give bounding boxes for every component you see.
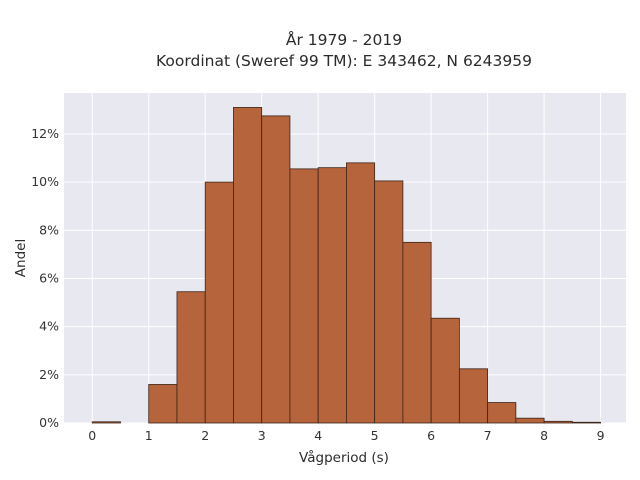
histogram-bar [233, 107, 263, 424]
histogram-bar [176, 291, 206, 424]
histogram-bar [430, 317, 460, 424]
x-tick-label: 6 [427, 428, 435, 443]
x-tick-label: 1 [145, 428, 153, 443]
histogram-bar [571, 421, 601, 424]
x-tick-label: 7 [484, 428, 492, 443]
histogram-bar [543, 420, 573, 424]
histogram-bar [91, 421, 121, 424]
histogram-bar [458, 368, 489, 424]
histogram-bar [374, 180, 404, 424]
x-tick-label: 2 [201, 428, 209, 443]
chart-title: År 1979 - 2019 [286, 30, 402, 49]
histogram-bar [289, 168, 319, 424]
y-tick-label: 6% [39, 270, 59, 285]
histogram-bar [402, 241, 432, 424]
histogram-bar [148, 384, 178, 424]
bars [91, 107, 601, 424]
y-tick-label: 10% [31, 174, 59, 189]
histogram-bar [487, 402, 517, 424]
histogram-bar [204, 181, 234, 424]
x-tick-label: 0 [88, 428, 96, 443]
y-tick-label: 12% [31, 126, 59, 141]
x-axis-label: Vågperiod (s) [299, 449, 389, 466]
histogram-bar [515, 417, 545, 424]
y-axis-ticks: 0% 2% 4% 6% 8% 10% 12% [31, 126, 59, 430]
x-tick-label: 4 [314, 428, 322, 443]
y-axis-label: Andel [13, 239, 29, 277]
chart-subtitle: Koordinat (Sweref 99 TM): E 343462, N 62… [156, 52, 532, 70]
x-tick-label: 5 [371, 428, 379, 443]
x-axis-ticks: 0 1 2 3 4 5 6 7 8 9 [88, 428, 604, 443]
y-tick-label: 4% [39, 319, 59, 334]
histogram-bar [317, 167, 347, 424]
y-tick-label: 2% [39, 367, 59, 382]
x-tick-label: 9 [597, 428, 605, 443]
y-tick-label: 8% [39, 222, 59, 237]
y-tick-label: 0% [39, 415, 59, 430]
histogram-bar [346, 162, 376, 424]
x-tick-label: 8 [540, 428, 548, 443]
histogram-bar [261, 115, 291, 424]
x-tick-label: 3 [258, 428, 266, 443]
